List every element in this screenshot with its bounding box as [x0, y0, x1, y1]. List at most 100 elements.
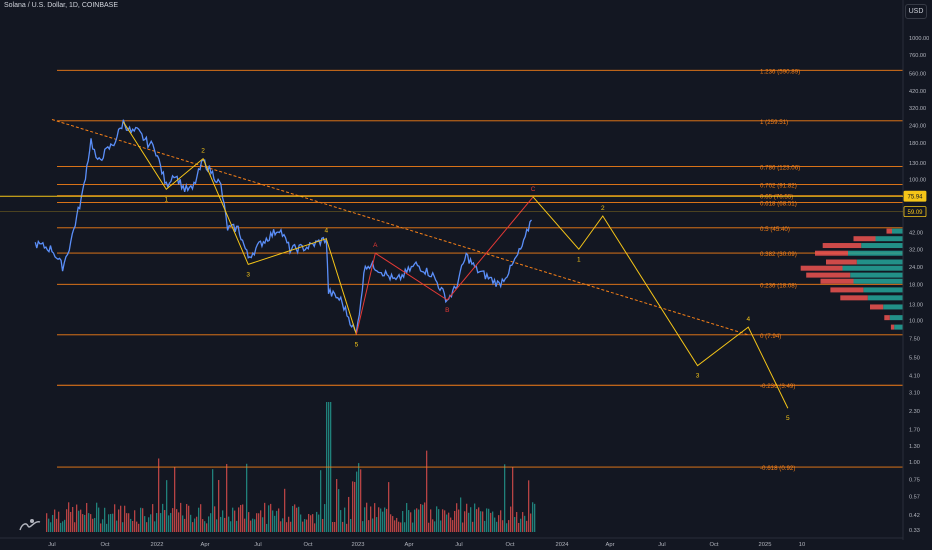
volume-bar [236, 520, 238, 532]
volume-bar [390, 514, 392, 532]
volume-bar [214, 506, 216, 532]
volume-bar [138, 523, 140, 532]
volume-bar [202, 519, 204, 532]
volume-bar [298, 506, 300, 532]
volume-bar [416, 508, 418, 532]
volume-bar [522, 512, 524, 532]
volume-profile-sell [840, 295, 868, 301]
impulse-wave-label: 1 [164, 196, 168, 203]
volume-bar [210, 513, 212, 532]
volume-bar [510, 506, 512, 532]
volume-bar [248, 512, 250, 532]
volume-bar [518, 522, 520, 532]
y-tick-label: 0.33 [909, 528, 920, 534]
volume-bar [90, 514, 92, 532]
volume-profile-sell [884, 315, 890, 321]
volume-bar [146, 522, 148, 532]
volume-bar [230, 521, 232, 532]
x-tick-label: Jul [48, 542, 55, 548]
volume-bar [232, 507, 234, 532]
volume-bar [520, 518, 522, 532]
volume-bar [302, 521, 304, 532]
volume-bar [84, 514, 86, 532]
fib-level-label: 0.702 (91.82) [760, 183, 797, 190]
volume-bar [154, 521, 156, 532]
volume-bar [74, 522, 76, 532]
volume-bar [62, 521, 64, 532]
volume-bar [276, 510, 278, 532]
volume-bar [106, 523, 108, 532]
volume-bar [76, 504, 78, 532]
volume-bar [382, 511, 384, 532]
volume-bar [332, 521, 334, 532]
volume-bar [288, 516, 290, 532]
volume-bar [188, 505, 190, 532]
volume-bar [346, 523, 348, 532]
volume-bar [52, 514, 54, 532]
volume-bar [260, 510, 262, 532]
volume-bar [220, 516, 222, 532]
volume-profile-buy [863, 287, 903, 293]
volume-bar [408, 510, 410, 532]
volume-bar [452, 520, 454, 532]
volume-bar [284, 488, 286, 532]
y-tick-label: 7.50 [909, 336, 920, 342]
trendline [51, 119, 749, 336]
volume-bar [304, 519, 306, 532]
volume-bar [466, 503, 468, 532]
volume-bar [356, 471, 358, 532]
x-tick-label: Oct [505, 542, 514, 548]
currency-button[interactable]: USD [905, 4, 927, 19]
price-tag-label: 75.94 [907, 195, 923, 201]
volume-bar [486, 508, 488, 532]
volume-bar [380, 508, 382, 532]
y-tick-label: 5.50 [909, 355, 920, 361]
volume-bar [58, 511, 60, 532]
volume-bar [50, 522, 52, 532]
volume-bar [492, 511, 494, 532]
volume-bar [296, 507, 298, 532]
y-tick-label: 420.00 [909, 89, 926, 95]
y-tick-label: 4.10 [909, 373, 920, 379]
volume-bar [100, 523, 102, 532]
impulse-wave-label: 2 [201, 148, 205, 155]
volume-bar [278, 508, 280, 532]
volume-profile-sell [826, 259, 857, 265]
volume-bar [506, 523, 508, 532]
volume-bar [272, 510, 274, 532]
volume-bar [228, 516, 230, 532]
volume-bar [80, 509, 82, 532]
volume-bar [504, 464, 506, 532]
volume-bar [394, 520, 396, 532]
x-tick-label: Apr [404, 542, 413, 548]
volume-profile-buy [894, 324, 903, 330]
volume-bar [262, 517, 264, 532]
volume-bar [194, 518, 196, 532]
x-tick-label: Apr [605, 542, 614, 548]
volume-bar [290, 521, 292, 532]
volume-bar [208, 516, 210, 532]
y-tick-label: 0.42 [909, 513, 920, 519]
volume-profile-buy [853, 278, 903, 284]
volume-profile-buy [892, 228, 903, 234]
volume-bar [442, 509, 444, 532]
volume-bar [68, 502, 70, 532]
volume-bar [516, 512, 518, 532]
volume-bar [132, 520, 134, 532]
volume-bar [440, 520, 442, 532]
volume-bar [166, 480, 168, 532]
volume-bar [280, 521, 282, 532]
volume-bar [240, 504, 242, 532]
volume-bar [114, 504, 116, 532]
x-tick-label: Jul [455, 542, 462, 548]
y-tick-label: 1.00 [909, 460, 920, 466]
volume-bar [224, 517, 226, 532]
y-tick-label: 760.00 [909, 53, 926, 59]
volume-bar [192, 522, 194, 532]
volume-bar [464, 511, 466, 532]
volume-bar [172, 508, 174, 532]
volume-bar [180, 502, 182, 532]
volume-bar [130, 518, 132, 532]
volume-bar [450, 517, 452, 532]
corrective-wave-label: A [373, 242, 378, 249]
